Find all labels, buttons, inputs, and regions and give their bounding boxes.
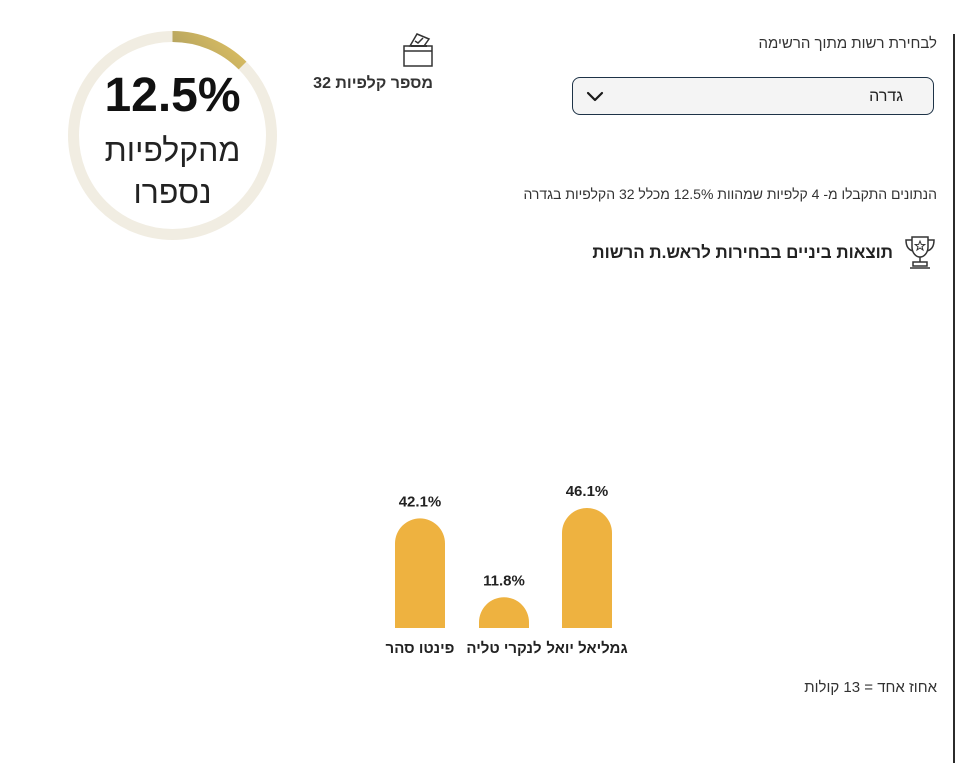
- bar-category-label: לנקרי טליה: [466, 640, 541, 657]
- bar-value-label: 46.1%: [566, 483, 609, 500]
- counted-label-line2: נספרו: [133, 174, 212, 210]
- progress-ring-arc: [68, 31, 277, 240]
- bar: [479, 597, 529, 628]
- bar-category-label: פינטו סהר: [386, 640, 455, 657]
- counted-label-line1: מהקלפיות: [104, 132, 241, 168]
- ballot-box-icon: [403, 33, 433, 67]
- bar-category-label: גמליאל יואל: [546, 640, 627, 657]
- authority-select-value: גדרה: [869, 88, 903, 105]
- data-source-note: הנתונים התקבלו מ- 4 קלפיות שמהוות 12.5% …: [523, 186, 937, 202]
- chevron-down-icon[interactable]: [585, 89, 605, 105]
- progress-ring-graphic: [68, 31, 277, 240]
- counted-progress-ring: 12.5% מהקלפיות נספרו: [67, 30, 278, 241]
- bar-value-label: 11.8%: [483, 572, 525, 589]
- trophy-icon: [905, 236, 935, 269]
- ballots-count: מספר קלפיות 32: [313, 75, 433, 92]
- authority-select-label: לבחירת רשות מתוך הרשימה: [758, 35, 938, 52]
- results-title: תוצאות ביניים בבחירות לראש.ת הרשות: [592, 243, 893, 262]
- results-chart-svg: 46.1% גמליאל יואל 11.8% לנקרי טליה 42.1% פינט…: [386, 483, 628, 657]
- page-divider: [953, 34, 955, 763]
- bar-value-label: 42.1%: [399, 493, 442, 510]
- authority-select[interactable]: גדרה: [572, 77, 934, 115]
- counted-percent: 12.5%: [104, 69, 241, 122]
- bar: [562, 508, 612, 628]
- results-bar-chart: 46.1% גמליאל יואל 11.8% לנקרי טליה 42.1% פינט…: [360, 470, 660, 665]
- votes-per-percent-note: אחוז אחד = 13 קולות: [804, 679, 937, 696]
- bar: [395, 518, 445, 628]
